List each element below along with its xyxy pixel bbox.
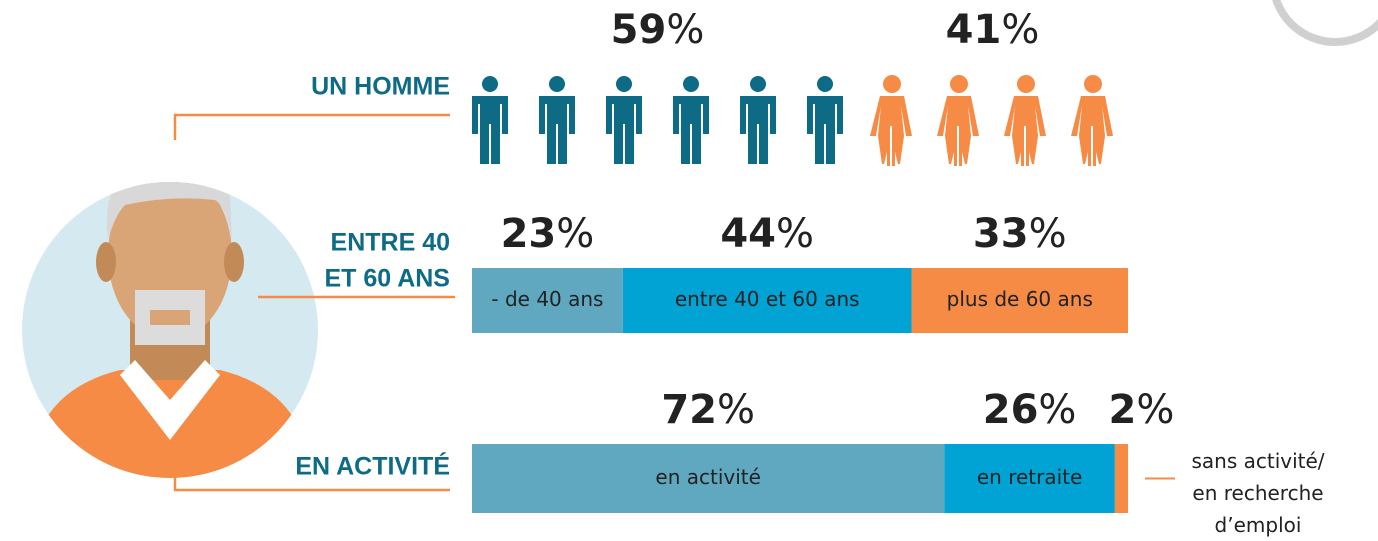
- icon-part: [683, 76, 699, 92]
- icon-part: [950, 75, 968, 93]
- person-icon: [807, 76, 843, 164]
- icon-part: [807, 96, 843, 164]
- person-icon: [937, 75, 979, 166]
- segment-label: entre 40 et 60 ans: [675, 287, 860, 311]
- person-icon: [673, 76, 709, 164]
- icon-part: [1071, 96, 1113, 166]
- person-icon: [539, 76, 575, 164]
- icon-part: [1084, 75, 1102, 93]
- person-icon: [1071, 75, 1113, 166]
- icon-part: [1004, 96, 1046, 166]
- icon-part: [549, 76, 565, 92]
- icon-part: [740, 96, 776, 164]
- chart-title: UN HOMME: [311, 73, 450, 101]
- chart-title: EN ACTIVITÉ: [295, 452, 450, 481]
- chart-title: ENTRE 40: [331, 229, 450, 257]
- value-label: 33%: [973, 211, 1067, 257]
- person-icon: [1004, 75, 1046, 166]
- icon-part: [870, 96, 912, 166]
- icon-part: [482, 76, 498, 92]
- value-label: 41%: [946, 7, 1040, 53]
- chart-title: ET 60 ANS: [324, 265, 450, 293]
- icon-part: [539, 96, 575, 164]
- icon-part: [616, 76, 632, 92]
- segment-label: plus de 60 ans: [947, 287, 1093, 311]
- value-label: 26%: [983, 387, 1077, 433]
- icon-part: [750, 76, 766, 92]
- icon-part: [1017, 75, 1035, 93]
- segment-label: en activité: [655, 465, 761, 489]
- value-label: 23%: [501, 211, 595, 257]
- decor-arc: [1273, 0, 1378, 42]
- person-icon: [870, 75, 912, 166]
- value-label: 59%: [611, 7, 705, 53]
- icon-part: [937, 96, 979, 166]
- segment-label: en retraite: [977, 465, 1082, 489]
- value-label: 44%: [720, 211, 814, 257]
- avatar: [22, 158, 318, 480]
- infographic: UN HOMME 59% 41% ENTRE 40 ET 60 ANS 23% - de 4…: [0, 0, 1378, 541]
- person-icon: [472, 76, 508, 164]
- icon-part: [817, 76, 833, 92]
- person-icon: [740, 76, 776, 164]
- icon-part: [883, 75, 901, 93]
- segment-label: - de 40 ans: [491, 287, 603, 311]
- person-icon: [606, 76, 642, 164]
- connector: [175, 115, 450, 140]
- bar-segment: [1115, 444, 1128, 513]
- value-label: 72%: [661, 387, 755, 433]
- icon-part: [673, 96, 709, 164]
- icon-part: [606, 96, 642, 164]
- icon-part: [472, 96, 508, 164]
- value-label: 2%: [1109, 387, 1175, 433]
